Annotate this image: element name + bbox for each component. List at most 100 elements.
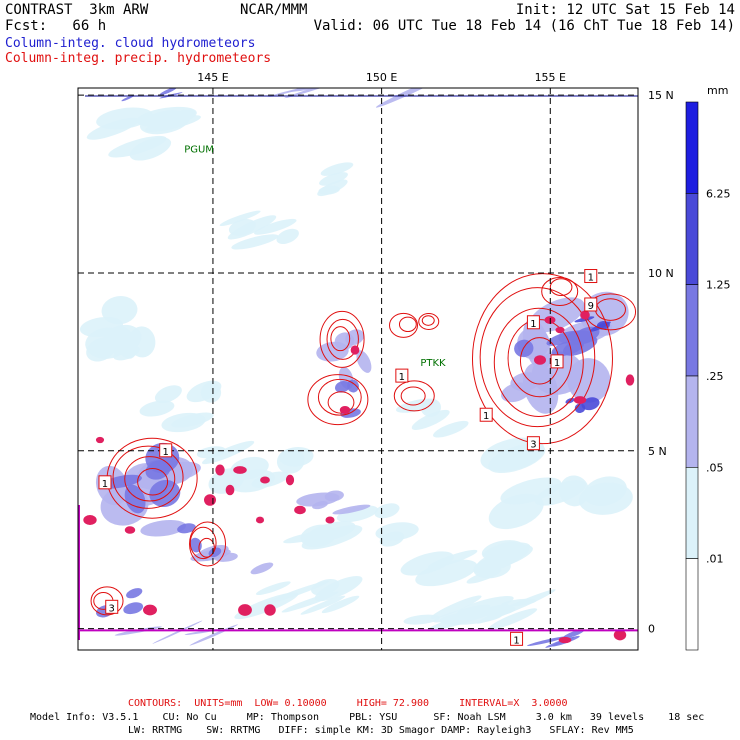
forecast-hour: Fcst: 66 h — [5, 18, 107, 34]
cloud-patch — [375, 522, 419, 541]
precip-cell — [613, 629, 627, 641]
precip-cell — [534, 355, 546, 365]
legend-swatch — [685, 375, 699, 468]
legend-swatch — [685, 101, 699, 194]
precip-cell — [294, 505, 306, 515]
cloud-patch — [276, 228, 299, 244]
precip-contour — [471, 273, 613, 445]
cloud-patch — [159, 88, 177, 96]
cloud-patch — [123, 602, 144, 615]
cloud-patch — [230, 456, 269, 480]
cloud-patch — [126, 588, 143, 599]
contour-label-text: 3 — [109, 603, 115, 614]
latitude-label: 10 N — [648, 267, 674, 280]
contour-label-box — [584, 269, 598, 284]
cloud-patch — [177, 523, 196, 534]
latitude-label: 0 — [648, 623, 655, 636]
contour-label-box — [584, 297, 598, 312]
cloud-patch — [102, 324, 142, 354]
precip-contours — [83, 273, 637, 644]
precip-cell — [260, 476, 270, 484]
cloud-patch — [318, 185, 340, 195]
precip-contour — [198, 537, 215, 558]
precip-cell — [350, 345, 360, 355]
station-label: PGUM — [184, 144, 214, 155]
precip-contour — [493, 307, 584, 417]
longitude-label: 155 E — [535, 71, 566, 84]
contour-label-box — [526, 436, 540, 451]
cloud-patch — [228, 219, 256, 236]
precip-contour — [189, 521, 227, 567]
precip-contour — [418, 312, 440, 330]
cloud-patch — [254, 218, 297, 235]
cloud-patch — [152, 620, 203, 644]
precip-contour — [319, 310, 365, 368]
cloud-patch — [488, 493, 544, 530]
legend-swatch — [685, 467, 699, 559]
precip-cell — [225, 484, 235, 496]
cloud-patch — [563, 629, 585, 639]
cloud-patch — [165, 109, 196, 125]
precip-contour — [90, 586, 124, 616]
precip-contour — [124, 456, 176, 502]
precip-contour — [137, 467, 169, 496]
field1-label: Column-integ. cloud hydrometeors — [5, 36, 256, 51]
cloud-patch — [589, 321, 611, 332]
precip-cell — [573, 396, 587, 404]
cloud-patch — [430, 595, 482, 619]
legend-level: 1.25 — [706, 279, 731, 292]
cloud-patch — [266, 580, 330, 604]
cloud-patch — [347, 379, 359, 393]
cloud-patch — [411, 409, 450, 430]
precip-contour — [326, 318, 359, 360]
cloud-patch — [314, 576, 363, 602]
latitude-label: 5 N — [648, 445, 667, 458]
legend-level: 6.25 — [706, 187, 731, 200]
contour-label-text: 3 — [530, 440, 536, 451]
cloud-patch — [300, 595, 346, 615]
contour-label-text: 1 — [163, 447, 169, 458]
cloud-patch — [488, 608, 538, 630]
physics-info: LW: RRTMG SW: RRTMG DIFF: simple KM: 3D … — [128, 725, 634, 736]
contour-label-text: 1 — [588, 273, 594, 284]
cloud-patch — [527, 636, 567, 647]
cloud-patch — [476, 545, 533, 570]
cloud-patch — [332, 504, 371, 515]
contour-label-text: 9 — [588, 301, 594, 312]
precip-contour — [421, 315, 435, 326]
map-frame — [77, 87, 639, 651]
contour-label-box — [105, 599, 119, 614]
stations: PGUM PTKK — [184, 144, 446, 368]
cloud-patch — [403, 614, 440, 625]
precip-contour — [541, 276, 579, 306]
cloud-patch — [161, 412, 206, 433]
cloud-patch — [433, 420, 469, 438]
cloud-patch — [319, 172, 348, 186]
legend-swatch — [685, 284, 699, 377]
precip-cell — [204, 494, 216, 506]
precip-contour — [400, 386, 426, 406]
contour-label-text: 1 — [530, 319, 536, 330]
axis-labels: 145 E 150 E 155 E 15 N 10 N 5 N 0 — [197, 71, 674, 636]
precip-contour — [112, 445, 184, 509]
cloud-patch — [457, 596, 514, 616]
precip-cell — [83, 515, 97, 525]
cloud-patch — [320, 162, 354, 176]
precip-contour — [549, 278, 573, 297]
precip-cell — [95, 436, 105, 444]
model-title: CONTRAST 3km ARW — [5, 2, 149, 18]
model-info: Model Info: V3.5.1 CU: No Cu MP: Thompso… — [30, 712, 705, 723]
cloud-patch — [140, 520, 187, 537]
precip-cell — [325, 516, 335, 524]
cloud-patch — [139, 400, 175, 417]
init-time: Init: 12 UTC Sat 15 Feb 14 — [515, 2, 735, 18]
cloud-patch — [231, 234, 279, 250]
cloud-patch — [567, 358, 611, 403]
longitude-label: 145 E — [197, 71, 228, 84]
precip-contour — [317, 378, 362, 416]
contour-labels: 1 9 1 1 1 1 3 1 1 3 1 — [98, 269, 598, 646]
cloud-patch — [336, 505, 379, 523]
cloud-patch — [145, 460, 171, 480]
precip-cell — [124, 526, 136, 534]
station-label: PTKK — [420, 358, 446, 369]
